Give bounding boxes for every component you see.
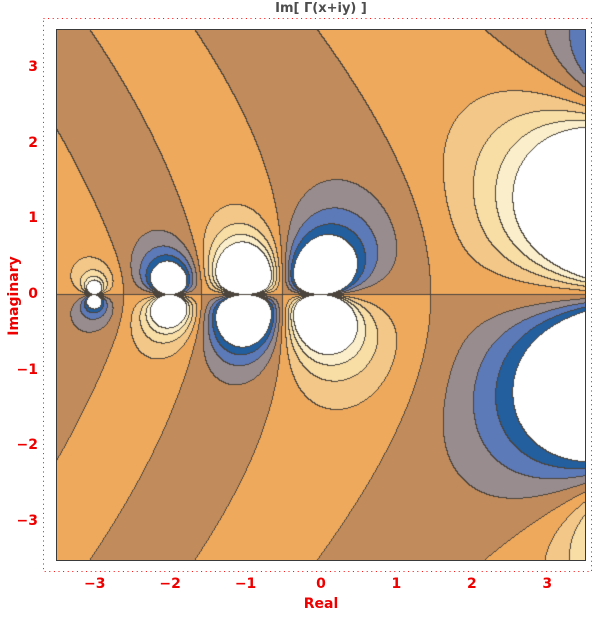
y-axis-label: Imaginary — [6, 256, 22, 336]
x-tick-label: −3 — [83, 576, 106, 592]
y-tick-label: 3 — [28, 58, 38, 75]
x-tick-label: 0 — [316, 576, 326, 592]
y-tick-label: 2 — [28, 134, 38, 151]
y-tick-label: −1 — [16, 361, 38, 378]
y-tick-label: 0 — [28, 286, 38, 302]
contour-plot-canvas — [56, 29, 586, 561]
x-tick-label: −2 — [159, 576, 181, 592]
y-tick-label: −2 — [16, 437, 38, 454]
x-axis-label: Real — [303, 596, 339, 612]
y-tick-label: −3 — [16, 513, 38, 530]
plot-title: Im[ Γ(x+iy) ] — [275, 1, 367, 16]
y-tick-label: 1 — [28, 210, 38, 227]
x-tick-label: 2 — [466, 576, 477, 592]
x-tick-label: 1 — [391, 576, 402, 592]
x-tick-label: 3 — [542, 576, 553, 592]
x-tick-label: −1 — [234, 576, 257, 592]
